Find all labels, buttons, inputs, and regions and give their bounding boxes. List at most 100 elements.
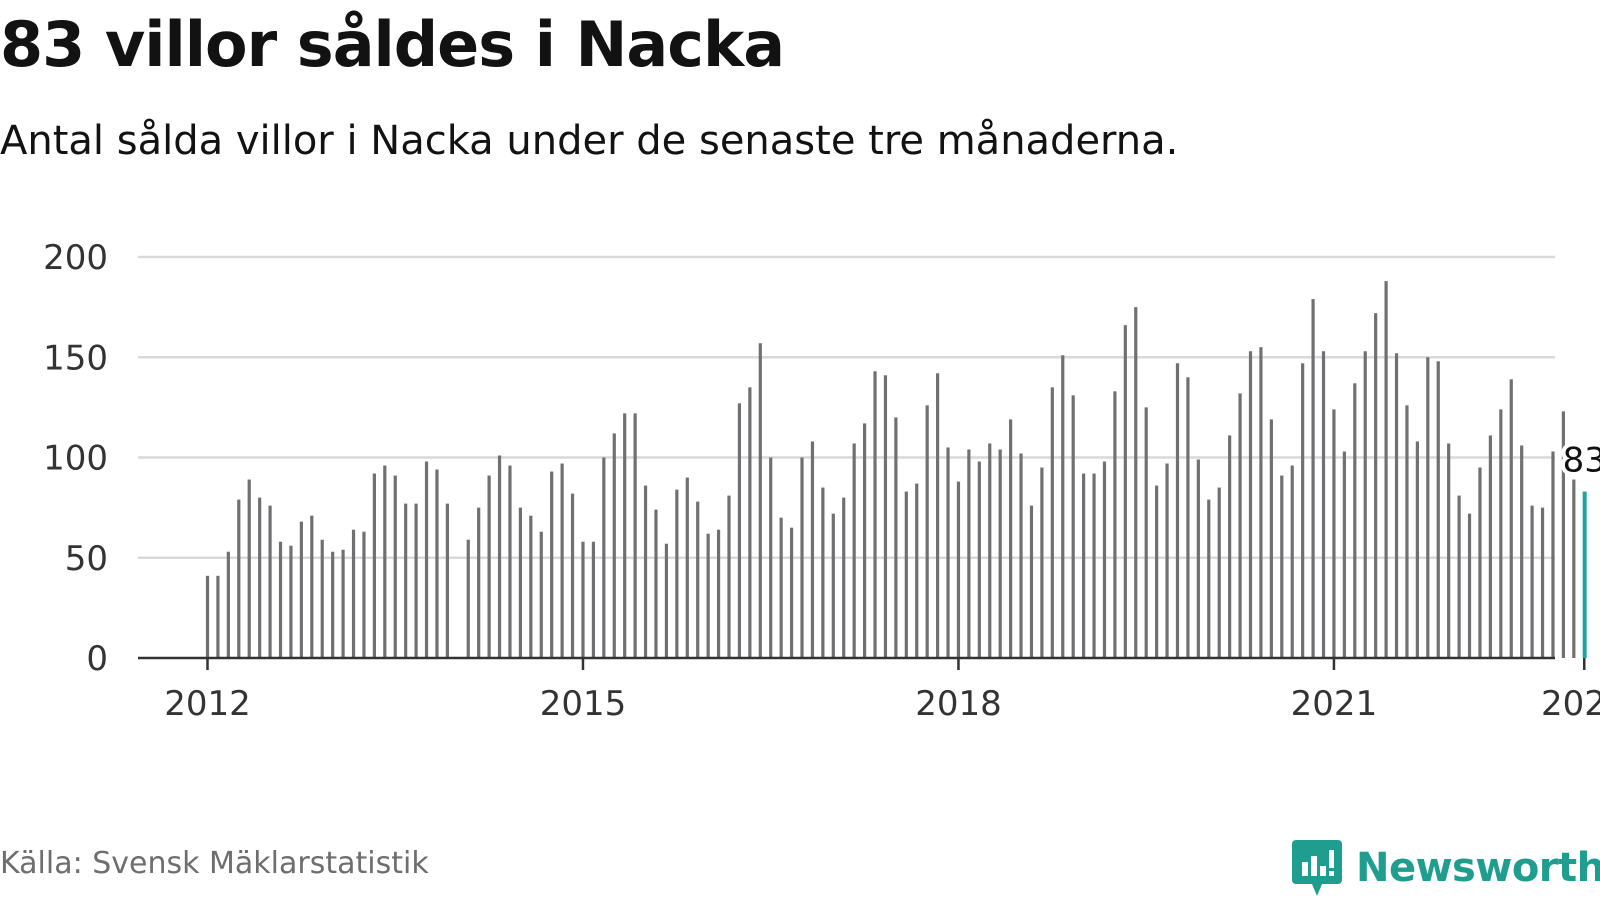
bar xyxy=(664,543,669,658)
bar xyxy=(894,417,898,658)
y-tick-label: 0 xyxy=(86,639,108,679)
bar xyxy=(1228,435,1232,658)
bar xyxy=(1540,507,1545,658)
bar xyxy=(1530,505,1534,658)
bar xyxy=(299,521,303,658)
bar xyxy=(372,473,376,658)
y-tick-label: 150 xyxy=(43,338,108,378)
bar xyxy=(758,343,762,658)
bar xyxy=(383,465,387,658)
bar xyxy=(842,497,846,658)
bar xyxy=(643,485,648,658)
bar xyxy=(1374,313,1378,658)
bar xyxy=(1488,435,1492,658)
bar xyxy=(1561,411,1565,658)
bar xyxy=(633,413,637,658)
bar xyxy=(341,549,345,658)
bar xyxy=(445,503,449,658)
bar xyxy=(508,465,512,658)
chart-subtitle: Antal sålda villor i Nacka under de sena… xyxy=(0,118,1179,164)
bar xyxy=(414,503,418,658)
bar xyxy=(998,449,1002,658)
y-tick-label: 50 xyxy=(65,539,108,579)
source-note: Källa: Svensk Mäklarstatistik xyxy=(0,846,429,881)
bar xyxy=(424,461,429,658)
bar xyxy=(1447,443,1451,658)
bar xyxy=(1259,347,1263,658)
bar xyxy=(529,515,533,658)
bar xyxy=(1353,383,1357,658)
bar xyxy=(320,539,324,658)
bar xyxy=(789,527,794,658)
bar xyxy=(237,499,241,658)
x-tick-label: 2015 xyxy=(540,684,627,724)
bar xyxy=(1269,419,1273,658)
bar xyxy=(1134,307,1138,658)
bar xyxy=(1186,377,1190,658)
bar xyxy=(1248,351,1253,658)
bar xyxy=(1144,407,1148,658)
bar xyxy=(404,503,408,658)
bar xyxy=(1280,475,1284,658)
bar xyxy=(1290,465,1294,658)
bar xyxy=(925,405,929,658)
bar xyxy=(1175,363,1180,658)
bar xyxy=(862,423,867,658)
bar xyxy=(988,443,992,658)
x-tick-label: 2012 xyxy=(164,684,251,724)
bar xyxy=(685,477,689,658)
brand-logo: Newsworthy xyxy=(1292,840,1600,896)
bar xyxy=(216,575,220,658)
bar xyxy=(1332,409,1336,658)
bar xyxy=(956,481,961,658)
bar xyxy=(205,575,210,658)
bar xyxy=(477,507,481,658)
bar xyxy=(1050,387,1054,658)
bar-chart: 0 50 100 150 200 2012 2015 2018 2021 2023 83 xyxy=(43,238,1600,724)
bars xyxy=(205,281,1587,658)
bar xyxy=(1029,505,1034,658)
bar xyxy=(497,455,502,658)
bar xyxy=(1457,495,1461,658)
bar xyxy=(1196,459,1200,658)
bar xyxy=(1102,461,1107,658)
bar xyxy=(852,443,856,658)
bar xyxy=(748,387,752,658)
bar xyxy=(1071,395,1075,658)
bar xyxy=(1363,351,1367,658)
bar xyxy=(591,541,596,658)
bar xyxy=(1572,479,1576,658)
bar xyxy=(550,471,554,658)
bar xyxy=(1520,445,1524,658)
bar xyxy=(946,447,950,658)
bar xyxy=(612,433,616,658)
bar xyxy=(278,541,283,658)
bar xyxy=(623,413,627,658)
x-tick-label: 2023 xyxy=(1541,684,1600,724)
bar xyxy=(1207,499,1211,658)
bar xyxy=(769,457,773,658)
bar xyxy=(1478,467,1482,658)
bar xyxy=(226,551,230,658)
bar xyxy=(716,529,721,658)
bar xyxy=(602,457,606,658)
bar xyxy=(873,371,877,658)
bar xyxy=(1040,467,1044,658)
highlight-bar xyxy=(1582,491,1587,658)
bar xyxy=(977,461,981,658)
grid-lines xyxy=(138,255,1555,559)
bar xyxy=(821,487,825,658)
bar xyxy=(1217,487,1221,658)
bar xyxy=(967,449,971,658)
bar xyxy=(581,541,585,658)
bar xyxy=(1092,473,1096,658)
bar xyxy=(1301,363,1305,658)
y-tick-label: 100 xyxy=(43,439,108,479)
y-tick-label: 200 xyxy=(43,238,108,278)
bar xyxy=(706,533,710,658)
x-tick-label: 2021 xyxy=(1291,684,1378,724)
bar xyxy=(936,373,940,658)
bar xyxy=(737,403,742,658)
bar xyxy=(1165,463,1169,658)
bar xyxy=(1238,393,1242,658)
